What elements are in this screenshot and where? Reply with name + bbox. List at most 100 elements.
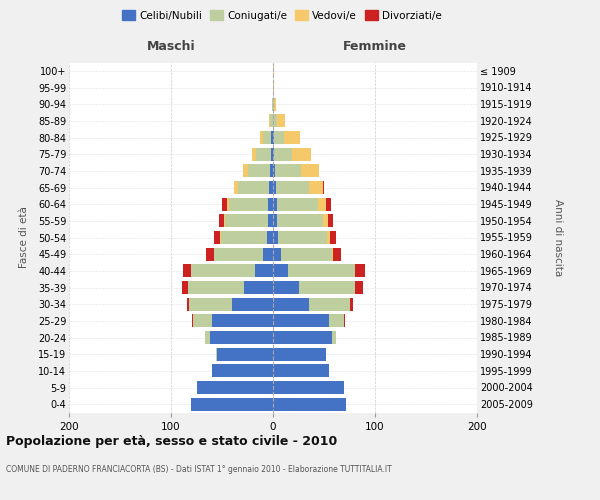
- Bar: [273, 98, 274, 110]
- Bar: [273, 331, 332, 344]
- Bar: [276, 181, 309, 194]
- Bar: [333, 248, 341, 260]
- Bar: [273, 264, 289, 278]
- Bar: [284, 131, 299, 144]
- Bar: [234, 181, 238, 194]
- Legend: Celibi/Nubili, Coniugati/e, Vedovi/e, Divorziati/e: Celibi/Nubili, Coniugati/e, Vedovi/e, Di…: [118, 6, 446, 25]
- Bar: [277, 114, 285, 128]
- Bar: [273, 364, 329, 378]
- Bar: [197, 381, 273, 394]
- Bar: [191, 264, 254, 278]
- Bar: [212, 364, 273, 378]
- Bar: [273, 148, 274, 160]
- Bar: [214, 231, 220, 244]
- Bar: [267, 231, 273, 244]
- Bar: [273, 81, 274, 94]
- Bar: [271, 148, 273, 160]
- Text: Maschi: Maschi: [146, 40, 196, 54]
- Bar: [224, 214, 225, 228]
- Bar: [273, 248, 281, 260]
- Bar: [227, 198, 229, 210]
- Bar: [268, 214, 273, 228]
- Bar: [268, 198, 273, 210]
- Bar: [229, 198, 268, 210]
- Bar: [355, 281, 363, 294]
- Bar: [256, 148, 271, 160]
- Bar: [244, 281, 273, 294]
- Bar: [309, 298, 349, 310]
- Bar: [238, 181, 269, 194]
- Bar: [248, 164, 270, 177]
- Bar: [301, 164, 319, 177]
- Bar: [220, 231, 221, 244]
- Bar: [328, 214, 333, 228]
- Bar: [244, 164, 248, 177]
- Bar: [232, 298, 273, 310]
- Text: COMUNE DI PADERNO FRANCIACORTA (BS) - Dati ISTAT 1° gennaio 2010 - Elaborazione : COMUNE DI PADERNO FRANCIACORTA (BS) - Da…: [6, 465, 392, 474]
- Bar: [183, 264, 191, 278]
- Bar: [289, 264, 355, 278]
- Bar: [187, 298, 190, 310]
- Bar: [349, 298, 353, 310]
- Bar: [323, 214, 328, 228]
- Bar: [210, 331, 273, 344]
- Bar: [263, 131, 271, 144]
- Bar: [278, 231, 327, 244]
- Bar: [292, 148, 311, 160]
- Bar: [344, 314, 346, 328]
- Bar: [273, 131, 274, 144]
- Bar: [191, 398, 273, 410]
- Bar: [273, 64, 274, 78]
- Bar: [212, 314, 273, 328]
- Bar: [273, 181, 276, 194]
- Bar: [273, 298, 309, 310]
- Bar: [270, 114, 273, 128]
- Bar: [273, 231, 278, 244]
- Bar: [273, 398, 346, 410]
- Text: Anni di nascita: Anni di nascita: [553, 199, 563, 276]
- Bar: [273, 314, 329, 328]
- Bar: [275, 164, 301, 177]
- Bar: [263, 248, 273, 260]
- Bar: [254, 264, 273, 278]
- Bar: [329, 314, 344, 328]
- Text: Femmine: Femmine: [343, 40, 407, 54]
- Bar: [273, 114, 277, 128]
- Bar: [274, 148, 292, 160]
- Bar: [269, 181, 273, 194]
- Bar: [225, 214, 268, 228]
- Bar: [281, 248, 332, 260]
- Bar: [330, 231, 336, 244]
- Bar: [188, 281, 244, 294]
- Bar: [274, 131, 284, 144]
- Bar: [272, 98, 273, 110]
- Bar: [216, 348, 217, 360]
- Bar: [214, 248, 263, 260]
- Bar: [206, 248, 214, 260]
- Bar: [318, 198, 326, 210]
- Bar: [277, 214, 323, 228]
- Bar: [190, 298, 232, 310]
- Bar: [217, 348, 273, 360]
- Bar: [193, 314, 212, 328]
- Text: Fasce di età: Fasce di età: [19, 206, 29, 268]
- Bar: [355, 264, 365, 278]
- Bar: [271, 131, 273, 144]
- Bar: [273, 214, 277, 228]
- Bar: [221, 231, 267, 244]
- Bar: [326, 198, 331, 210]
- Bar: [274, 98, 276, 110]
- Bar: [260, 131, 263, 144]
- Bar: [222, 198, 227, 210]
- Text: Popolazione per età, sesso e stato civile - 2010: Popolazione per età, sesso e stato civil…: [6, 435, 337, 448]
- Bar: [327, 231, 330, 244]
- Bar: [273, 281, 299, 294]
- Bar: [332, 331, 336, 344]
- Bar: [219, 214, 224, 228]
- Bar: [251, 148, 256, 160]
- Bar: [270, 164, 273, 177]
- Bar: [332, 248, 333, 260]
- Bar: [309, 181, 323, 194]
- Bar: [269, 114, 270, 128]
- Bar: [273, 164, 275, 177]
